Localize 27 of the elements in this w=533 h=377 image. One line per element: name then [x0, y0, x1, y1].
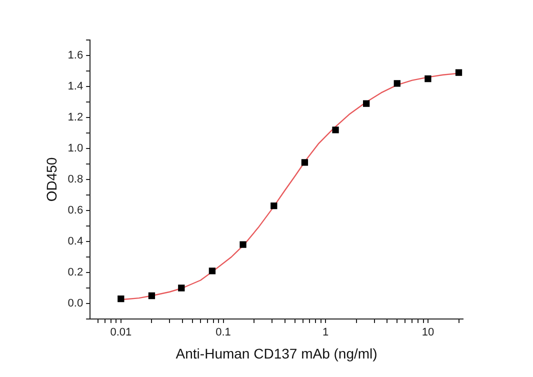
x-tick-label: 1 [322, 326, 329, 339]
point [178, 284, 185, 292]
y-tick-label: 1.0 [68, 142, 84, 155]
y-tick-label: 1.6 [68, 50, 84, 62]
y-tick-label: 1.4 [68, 80, 84, 93]
point [240, 241, 246, 248]
point [394, 80, 400, 87]
point [332, 126, 339, 134]
y-tick-label: 0.6 [68, 204, 84, 217]
point [424, 75, 432, 82]
x-tick-label: 0.1 [216, 326, 231, 339]
point [118, 296, 124, 302]
point [301, 159, 308, 166]
point [208, 268, 216, 274]
y-tick-label: 0.0 [68, 298, 84, 310]
point [270, 202, 278, 210]
y-axis-title: OD450 [43, 157, 60, 202]
x-tick-label: 10 [422, 326, 434, 339]
y-tick-label: 0.8 [68, 174, 84, 186]
x-axis-title: Anti-Human CD137 mAb (ng/ml) [176, 345, 378, 362]
point [363, 100, 370, 107]
y-tick-label: 0.4 [68, 236, 84, 248]
y-tick-label: 0.2 [68, 266, 84, 279]
point [455, 69, 462, 76]
point [148, 292, 156, 300]
x-tick-label: 0.01 [110, 326, 132, 339]
y-tick-label: 1.2 [68, 112, 84, 124]
